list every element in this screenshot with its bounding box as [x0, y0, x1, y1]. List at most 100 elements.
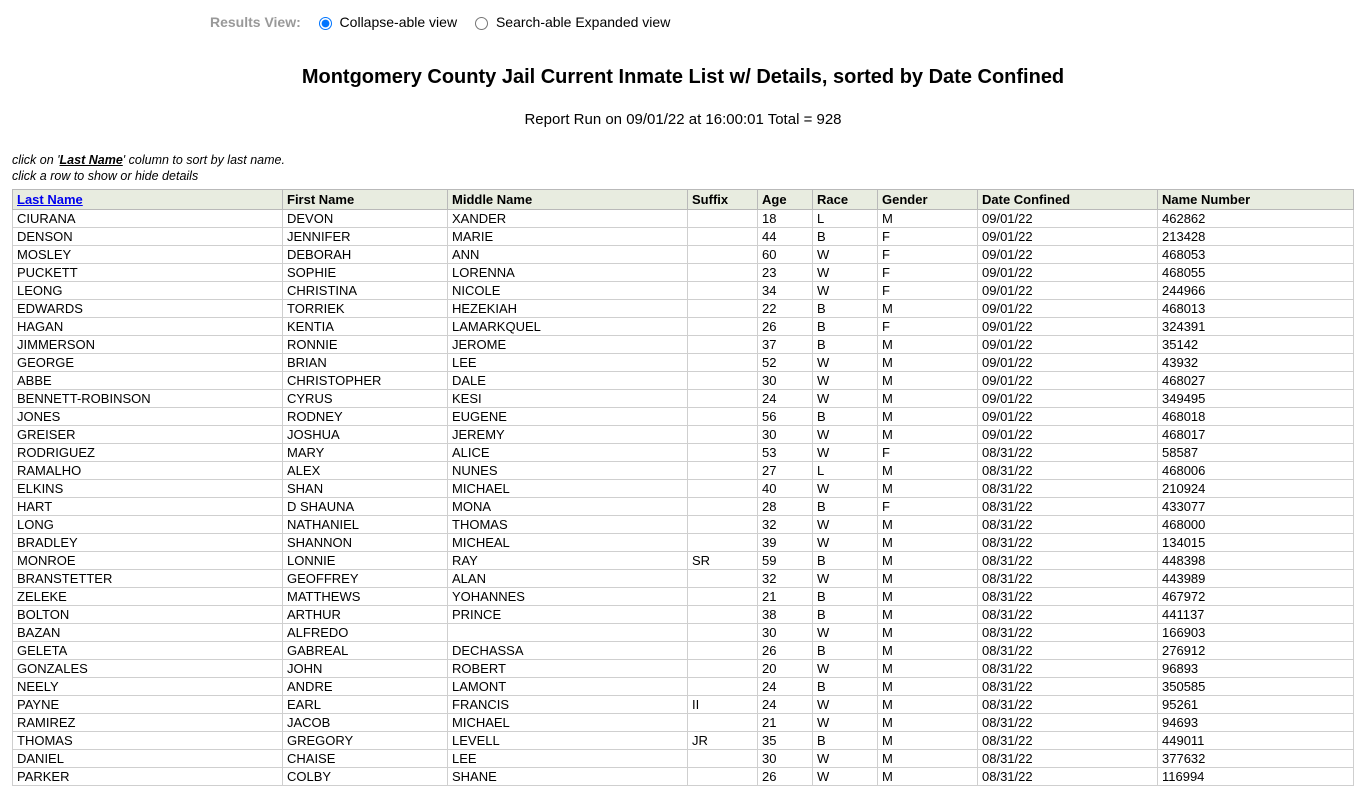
cell-gender: M [878, 659, 978, 677]
table-row[interactable]: ZELEKEMATTHEWSYOHANNES21BM08/31/22467972 [13, 587, 1354, 605]
cell-age: 30 [758, 371, 813, 389]
cell-first: CHRISTOPHER [283, 371, 448, 389]
cell-suffix [688, 371, 758, 389]
cell-last: PAYNE [13, 695, 283, 713]
column-header-suffix: Suffix [688, 189, 758, 209]
table-row[interactable]: DANIELCHAISELEE30WM08/31/22377632 [13, 749, 1354, 767]
cell-date: 09/01/22 [978, 335, 1158, 353]
table-row[interactable]: EDWARDSTORRIEKHEZEKIAH22BM09/01/22468013 [13, 299, 1354, 317]
cell-gender: M [878, 461, 978, 479]
table-row[interactable]: PUCKETTSOPHIELORENNA23WF09/01/22468055 [13, 263, 1354, 281]
cell-middle: YOHANNES [448, 587, 688, 605]
cell-num: 443989 [1158, 569, 1354, 587]
table-row[interactable]: BAZANALFREDO30WM08/31/22166903 [13, 623, 1354, 641]
sort-link-last[interactable]: Last Name [17, 192, 83, 207]
table-row[interactable]: LEONGCHRISTINANICOLE34WF09/01/22244966 [13, 281, 1354, 299]
table-row[interactable]: RAMIREZJACOBMICHAEL21WM08/31/2294693 [13, 713, 1354, 731]
cell-num: 324391 [1158, 317, 1354, 335]
cell-first: D SHAUNA [283, 497, 448, 515]
table-row[interactable]: MONROELONNIERAYSR59BM08/31/22448398 [13, 551, 1354, 569]
inmate-table: Last NameFirst NameMiddle NameSuffixAgeR… [12, 189, 1354, 786]
cell-middle: FRANCIS [448, 695, 688, 713]
cell-first: ANDRE [283, 677, 448, 695]
table-row[interactable]: NEELYANDRELAMONT24BM08/31/22350585 [13, 677, 1354, 695]
cell-date: 09/01/22 [978, 299, 1158, 317]
cell-last: BOLTON [13, 605, 283, 623]
table-row[interactable]: BRADLEYSHANNONMICHEAL39WM08/31/22134015 [13, 533, 1354, 551]
cell-race: L [813, 209, 878, 227]
table-row[interactable]: RAMALHOALEXNUNES27LM08/31/22468006 [13, 461, 1354, 479]
cell-gender: F [878, 263, 978, 281]
cell-date: 08/31/22 [978, 587, 1158, 605]
table-row[interactable]: PAYNEEARLFRANCISII24WM08/31/2295261 [13, 695, 1354, 713]
cell-suffix [688, 281, 758, 299]
cell-date: 08/31/22 [978, 623, 1158, 641]
view-option-0[interactable]: Collapse-able view [319, 14, 457, 30]
view-option-radio-1[interactable] [475, 17, 488, 30]
cell-date: 08/31/22 [978, 551, 1158, 569]
table-row[interactable]: PARKERCOLBYSHANE26WM08/31/22116994 [13, 767, 1354, 785]
cell-gender: M [878, 371, 978, 389]
cell-first: DEBORAH [283, 245, 448, 263]
cell-age: 37 [758, 335, 813, 353]
cell-suffix [688, 389, 758, 407]
cell-gender: M [878, 605, 978, 623]
column-header-last[interactable]: Last Name [13, 189, 283, 209]
cell-suffix [688, 533, 758, 551]
view-option-radio-0[interactable] [319, 17, 332, 30]
cell-middle: ALAN [448, 569, 688, 587]
table-row[interactable]: BRANSTETTERGEOFFREYALAN32WM08/31/2244398… [13, 569, 1354, 587]
cell-suffix [688, 479, 758, 497]
cell-suffix: II [688, 695, 758, 713]
cell-suffix [688, 677, 758, 695]
table-row[interactable]: THOMASGREGORYLEVELLJR35BM08/31/22449011 [13, 731, 1354, 749]
hint-sort: click on 'Last Name' column to sort by l… [12, 152, 1354, 168]
instructions: click on 'Last Name' column to sort by l… [0, 152, 1366, 189]
table-row[interactable]: ABBECHRISTOPHERDALE30WM09/01/22468027 [13, 371, 1354, 389]
cell-last: BRANSTETTER [13, 569, 283, 587]
cell-first: GABREAL [283, 641, 448, 659]
cell-middle: KESI [448, 389, 688, 407]
cell-middle: RAY [448, 551, 688, 569]
cell-gender: M [878, 335, 978, 353]
table-row[interactable]: JIMMERSONRONNIEJEROME37BM09/01/2235142 [13, 335, 1354, 353]
cell-num: 35142 [1158, 335, 1354, 353]
cell-date: 09/01/22 [978, 245, 1158, 263]
table-row[interactable]: RODRIGUEZMARYALICE53WF08/31/2258587 [13, 443, 1354, 461]
table-row[interactable]: LONGNATHANIELTHOMAS32WM08/31/22468000 [13, 515, 1354, 533]
table-row[interactable]: HARTD SHAUNAMONA28BF08/31/22433077 [13, 497, 1354, 515]
cell-race: W [813, 479, 878, 497]
cell-race: B [813, 497, 878, 515]
cell-gender: M [878, 587, 978, 605]
cell-num: 433077 [1158, 497, 1354, 515]
table-row[interactable]: GREISERJOSHUAJEREMY30WM09/01/22468017 [13, 425, 1354, 443]
cell-suffix [688, 299, 758, 317]
table-row[interactable]: ELKINSSHANMICHAEL40WM08/31/22210924 [13, 479, 1354, 497]
cell-age: 26 [758, 641, 813, 659]
table-row[interactable]: DENSONJENNIFERMARIE44BF09/01/22213428 [13, 227, 1354, 245]
cell-date: 08/31/22 [978, 659, 1158, 677]
cell-race: W [813, 767, 878, 785]
cell-date: 09/01/22 [978, 353, 1158, 371]
cell-date: 08/31/22 [978, 749, 1158, 767]
cell-suffix [688, 641, 758, 659]
table-row[interactable]: MOSLEYDEBORAHANN60WF09/01/22468053 [13, 245, 1354, 263]
table-row[interactable]: BENNETT-ROBINSONCYRUSKESI24WM09/01/22349… [13, 389, 1354, 407]
cell-age: 27 [758, 461, 813, 479]
cell-age: 21 [758, 713, 813, 731]
cell-num: 43932 [1158, 353, 1354, 371]
view-option-1[interactable]: Search-able Expanded view [475, 14, 670, 30]
table-row[interactable]: BOLTONARTHURPRINCE38BM08/31/22441137 [13, 605, 1354, 623]
table-row[interactable]: JONESRODNEYEUGENE56BM09/01/22468018 [13, 407, 1354, 425]
cell-suffix [688, 335, 758, 353]
table-row[interactable]: GEORGEBRIANLEE52WM09/01/2243932 [13, 353, 1354, 371]
table-row[interactable]: GELETAGABREALDECHASSA26BM08/31/22276912 [13, 641, 1354, 659]
table-row[interactable]: GONZALESJOHNROBERT20WM08/31/2296893 [13, 659, 1354, 677]
cell-race: W [813, 515, 878, 533]
cell-suffix [688, 605, 758, 623]
cell-last: MOSLEY [13, 245, 283, 263]
cell-suffix [688, 317, 758, 335]
table-row[interactable]: HAGANKENTIALAMARKQUEL26BF09/01/22324391 [13, 317, 1354, 335]
table-row[interactable]: CIURANADEVONXANDER18LM09/01/22462862 [13, 209, 1354, 227]
cell-num: 468027 [1158, 371, 1354, 389]
